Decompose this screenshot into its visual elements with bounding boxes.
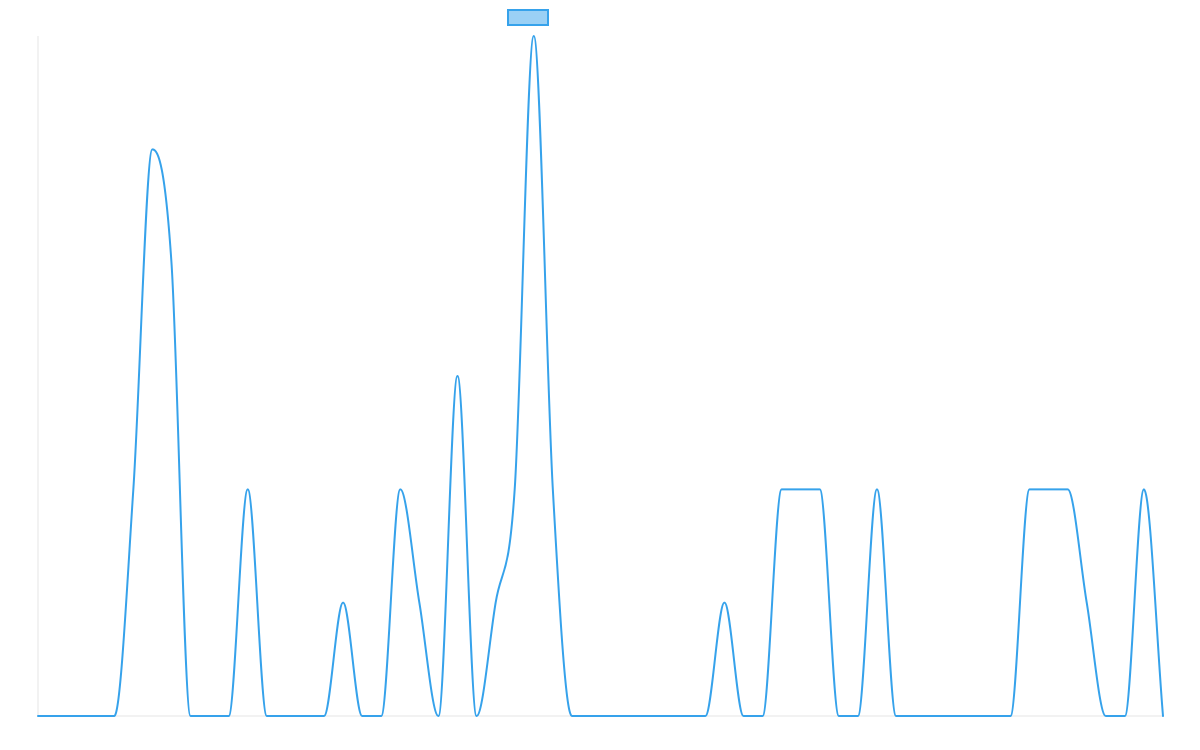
legend-swatch — [507, 9, 549, 26]
series-line — [37, 35, 1164, 717]
